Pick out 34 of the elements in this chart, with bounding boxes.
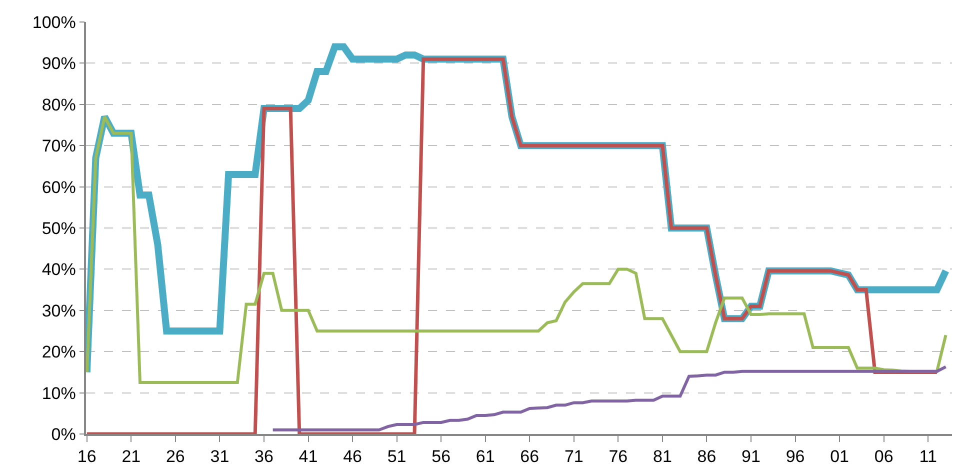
y-tick-label: 100% [32, 12, 76, 32]
y-tick-label: 90% [42, 54, 76, 74]
x-tick-label: 51 [387, 447, 406, 466]
x-tick-label: 46 [343, 447, 362, 466]
x-tick-label: 01 [830, 447, 849, 466]
x-tick-label: 06 [874, 447, 894, 466]
x-tick-label: 76 [608, 447, 628, 466]
y-tick-label: 50% [42, 218, 76, 238]
x-tick-label: 11 [919, 447, 937, 466]
x-tick-label: 41 [298, 447, 318, 466]
x-tick-label: 36 [254, 447, 274, 466]
y-tick-label: 60% [42, 178, 76, 197]
x-tick-label: 86 [697, 447, 716, 466]
y-tick-label: 10% [42, 384, 76, 403]
y-tick-label: 20% [42, 342, 76, 362]
y-tick-label: 0% [51, 424, 76, 444]
x-tick-label: 16 [77, 447, 96, 466]
y-tick-label: 80% [42, 95, 76, 114]
y-tick-label: 70% [42, 136, 76, 156]
line-series [271, 365, 948, 432]
x-tick-label: 96 [786, 447, 805, 466]
x-tick-label: 71 [564, 447, 584, 466]
x-tick-label: 21 [122, 447, 141, 466]
x-tick-label: 66 [520, 447, 540, 466]
x-tick-label: 61 [476, 447, 495, 466]
y-tick-label: 30% [42, 301, 76, 320]
line-series [86, 115, 948, 384]
x-tick-label: 31 [210, 447, 230, 466]
line-series [86, 57, 939, 434]
x-tick-label: 91 [742, 447, 760, 466]
x-tick-label: 81 [652, 447, 672, 466]
x-tick-label: 26 [166, 447, 185, 466]
x-tick-label: 56 [432, 447, 451, 466]
y-tick-label: 40% [42, 260, 76, 280]
